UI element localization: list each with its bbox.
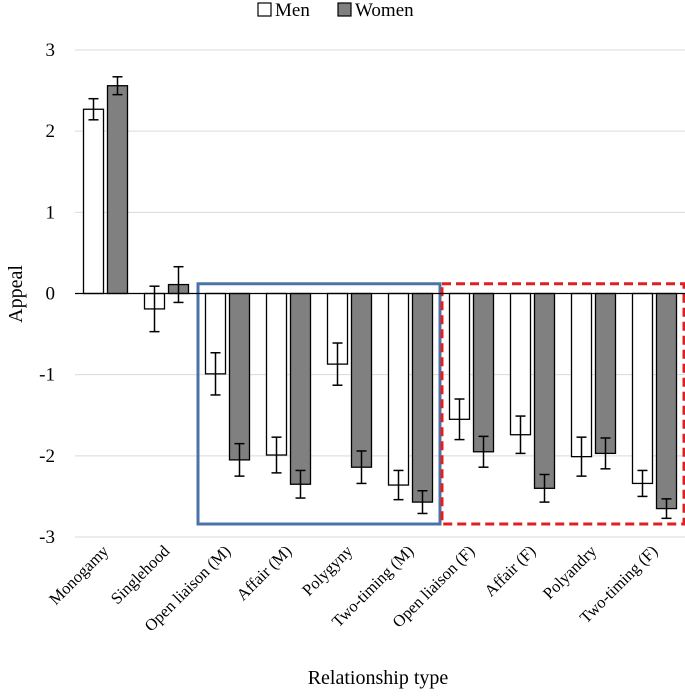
- bar-women: [594, 292, 617, 455]
- x-axis-title: Relationship type: [308, 667, 449, 689]
- y-tick-label: 3: [46, 40, 56, 61]
- female-group-highlight-box: [440, 282, 685, 526]
- bar-men: [265, 292, 288, 456]
- y-tick-label: 1: [46, 202, 56, 223]
- bar-men: [509, 292, 532, 436]
- bar-women: [228, 292, 251, 461]
- bar-women: [289, 292, 312, 485]
- y-axis-title: Appeal: [5, 265, 27, 323]
- y-tick-label: 2: [46, 121, 56, 142]
- category-label: Polyandry: [539, 541, 601, 603]
- y-tick-label: -3: [39, 527, 55, 548]
- legend-label-men: Men: [275, 0, 310, 21]
- category-label: Polygyny: [298, 541, 357, 600]
- bar-women: [533, 292, 556, 489]
- bar-women: [350, 292, 373, 468]
- bar-women: [472, 292, 495, 453]
- bar-men: [631, 292, 654, 485]
- male-group-highlight-box: [196, 282, 442, 526]
- bar-men: [387, 292, 410, 486]
- y-tick-label: -1: [39, 365, 55, 386]
- legend-label-women: Women: [355, 0, 414, 21]
- bar-men: [570, 292, 593, 458]
- bar-women: [106, 85, 129, 295]
- y-tick-label: 0: [46, 284, 56, 305]
- category-label: Monogamy: [45, 541, 113, 609]
- bar-men: [82, 108, 105, 295]
- legend-swatch-men: [257, 2, 272, 17]
- bar-women: [655, 292, 678, 510]
- category-label: Affair (M): [233, 541, 296, 604]
- bar-women: [411, 292, 434, 503]
- category-label: Affair (F): [480, 541, 539, 600]
- legend-swatch-women: [337, 2, 352, 17]
- y-tick-label: -2: [39, 446, 55, 467]
